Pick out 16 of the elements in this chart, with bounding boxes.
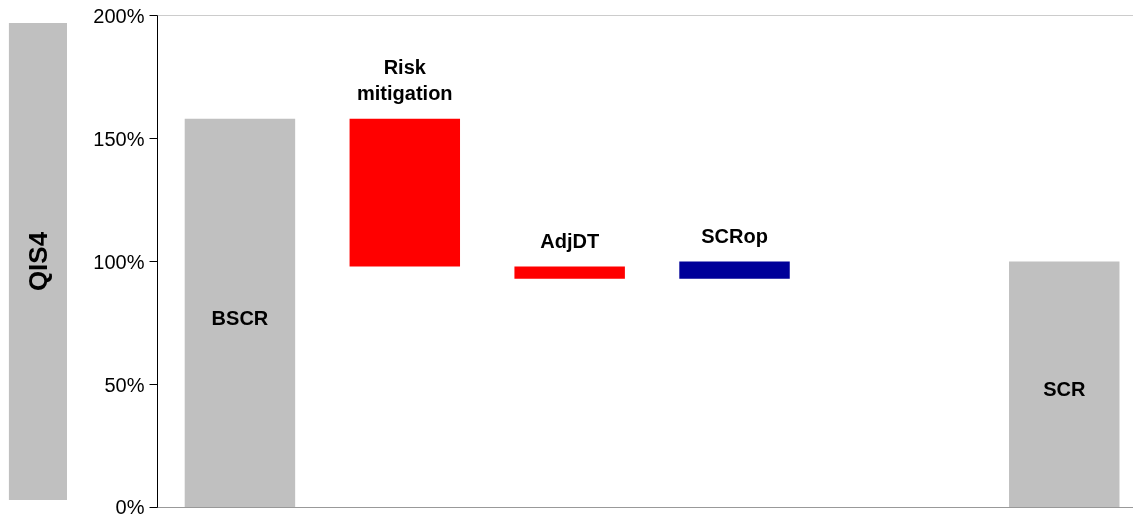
x-tick-label: AdjDT: [540, 229, 600, 252]
y-tick-label: 50%: [104, 373, 145, 396]
y-tick-label: 100%: [93, 250, 145, 273]
y-tick-label: 150%: [93, 127, 145, 150]
x-tick-label: SCR: [1043, 378, 1086, 401]
y-tick-label: 200%: [93, 4, 145, 27]
bar: [349, 118, 461, 267]
bar: [679, 261, 790, 279]
y-axis-title: QIS4: [22, 231, 53, 292]
x-tick-label: SCRop: [701, 224, 768, 247]
x-tick-label: Risk mitigation: [357, 55, 453, 105]
y-tick-label: 0%: [115, 495, 145, 517]
bar: [1009, 261, 1120, 508]
x-tick-label: BSCR: [211, 307, 269, 330]
bar: [184, 118, 296, 508]
bar: [514, 266, 625, 279]
